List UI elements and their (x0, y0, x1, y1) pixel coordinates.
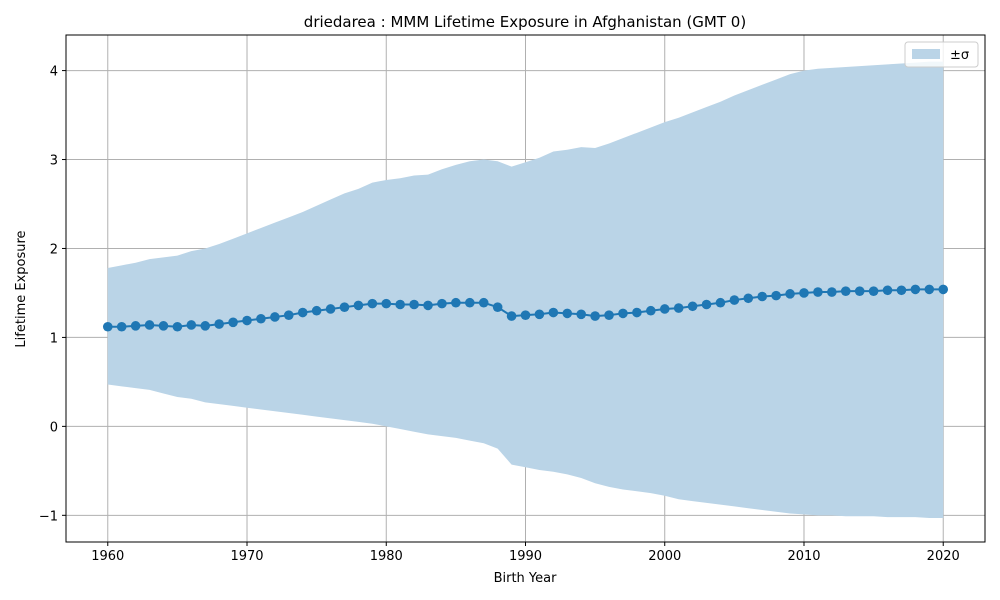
data-point (632, 307, 642, 318)
data-point (896, 285, 907, 296)
data-point (785, 289, 795, 299)
data-point (297, 307, 308, 318)
data-point (673, 303, 684, 313)
data-point (381, 298, 392, 309)
y-tick-label: 3 (50, 154, 58, 169)
series-points (102, 284, 949, 332)
data-point (687, 301, 698, 312)
y-tick-label: 0 (50, 420, 58, 435)
data-point (854, 286, 865, 296)
data-point (339, 302, 350, 312)
data-point (311, 305, 322, 316)
data-point (325, 304, 336, 314)
data-point (478, 297, 489, 308)
data-point (186, 320, 197, 330)
y-axis-ticks: −1 0 1 2 3 4 (39, 65, 66, 524)
data-point (353, 300, 364, 311)
data-point (367, 298, 378, 309)
data-point (646, 305, 656, 316)
y-tick-label: 2 (50, 242, 58, 257)
x-tick-label: 1990 (509, 549, 542, 564)
data-point (562, 308, 573, 319)
data-point (520, 310, 531, 320)
data-point (771, 290, 781, 301)
data-point (130, 321, 141, 331)
data-point (534, 309, 545, 320)
data-point (715, 297, 726, 308)
data-point (590, 311, 600, 321)
data-point (924, 284, 935, 295)
data-point (868, 286, 879, 296)
y-tick-label: 1 (50, 331, 58, 346)
legend-box (904, 41, 979, 68)
data-point (116, 321, 127, 332)
data-point (242, 315, 252, 326)
x-tick-label: 2020 (927, 549, 960, 564)
legend-swatch (912, 49, 940, 59)
data-point (506, 311, 517, 321)
data-point (548, 307, 559, 318)
x-tick-label: 1960 (91, 549, 124, 564)
data-point (283, 310, 294, 320)
data-point (409, 299, 419, 310)
x-tick-label: 1970 (230, 549, 263, 564)
data-point (743, 293, 754, 304)
data-point (158, 321, 169, 331)
data-point (910, 284, 921, 295)
data-point (492, 302, 503, 312)
data-point (938, 284, 949, 295)
y-axis-label: Lifetime Exposure (14, 230, 29, 347)
data-point (437, 298, 447, 309)
data-point (423, 300, 433, 311)
sigma-band (107, 61, 944, 518)
data-point (882, 285, 893, 296)
data-point (604, 310, 614, 320)
data-point (659, 304, 670, 314)
data-point (214, 319, 224, 329)
data-point (840, 286, 851, 296)
legend: ±σ (904, 41, 979, 68)
data-point (451, 297, 461, 308)
data-point (256, 313, 266, 324)
data-point (465, 297, 475, 308)
data-point (799, 288, 809, 298)
x-tick-label: 2010 (787, 549, 820, 564)
chart-title: driedarea : MMM Lifetime Exposure in Afg… (304, 13, 746, 31)
data-point (813, 287, 823, 297)
sigma-band-area (107, 61, 944, 518)
legend-label: ±σ (950, 48, 969, 63)
data-point (172, 321, 183, 332)
y-tick-label: 4 (50, 65, 58, 80)
x-tick-label: 2000 (648, 549, 681, 564)
x-axis-ticks: 1960 1970 1980 1990 2000 2010 2020 (91, 542, 960, 564)
data-point (270, 312, 280, 322)
data-point (757, 291, 768, 302)
x-tick-label: 1980 (370, 549, 403, 564)
data-point (228, 317, 238, 328)
y-tick-label: −1 (39, 509, 58, 524)
data-point (618, 308, 628, 319)
data-point (827, 287, 837, 297)
data-point (144, 320, 155, 330)
data-point (102, 321, 113, 332)
data-point (729, 295, 740, 305)
data-point (395, 299, 405, 310)
data-point (200, 321, 211, 331)
x-axis-label: Birth Year (494, 571, 558, 586)
data-point (576, 309, 586, 320)
data-point (701, 299, 712, 310)
